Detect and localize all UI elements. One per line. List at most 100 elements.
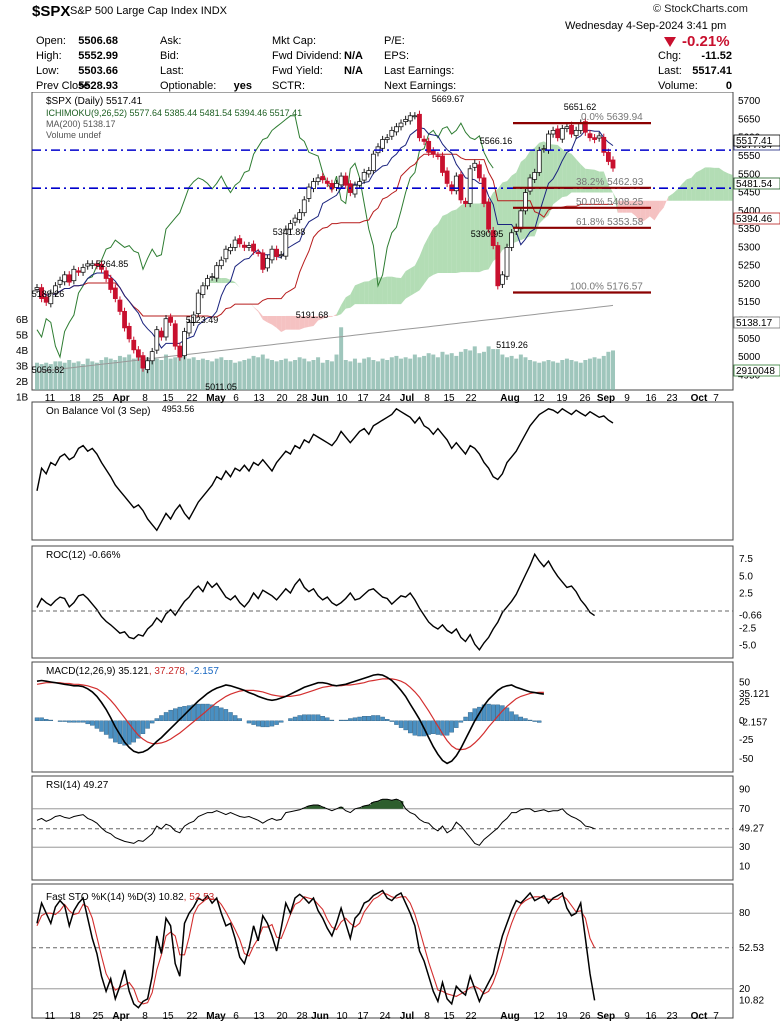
- candle-body: [112, 287, 118, 299]
- ma200-line: [36, 304, 614, 373]
- quote-label: Chg:: [658, 50, 682, 62]
- candle-body: [53, 285, 58, 294]
- price-annotation: 5011.05: [205, 382, 237, 392]
- quote-label: Last Earnings:: [384, 65, 455, 77]
- ichimoku-cloud: [414, 256, 420, 294]
- candle-body: [94, 263, 100, 267]
- volume-bar: [270, 360, 275, 390]
- volume-bar: [39, 364, 44, 390]
- candle-body: [495, 245, 501, 287]
- ichimoku-cloud: [645, 200, 650, 220]
- x-axis-tick-label: 23: [666, 1011, 678, 1021]
- macd-histogram-bar: [126, 720, 132, 745]
- price-annotation: 5341.88: [273, 227, 306, 237]
- volume-bar: [518, 354, 523, 390]
- x-axis-tick-label: 25: [92, 393, 104, 404]
- panel-frame: [31, 661, 734, 773]
- candle-body: [398, 122, 404, 128]
- volume-bar: [555, 362, 560, 390]
- candle-body: [237, 238, 243, 245]
- macd-histogram-bar: [408, 720, 413, 734]
- y-axis-tick-label: 70: [739, 804, 751, 815]
- macd-histogram-bar: [315, 714, 321, 722]
- volume-bar: [99, 360, 104, 390]
- candle-body: [458, 174, 464, 201]
- x-axis-tick-label: May: [206, 1011, 226, 1021]
- ichimoku-cloud: [728, 173, 733, 201]
- macd-histogram-bar: [352, 717, 358, 722]
- candle-body: [541, 148, 547, 151]
- macd-histogram-bar: [375, 715, 381, 722]
- ichimoku-cloud: [548, 144, 554, 216]
- y-axis-tick-label: 50: [739, 678, 751, 689]
- volume-bar: [219, 357, 224, 390]
- x-axis-tick-label: 23: [666, 393, 678, 404]
- price-annotation: 4953.56: [162, 404, 195, 414]
- candle-body: [251, 243, 256, 252]
- ichimoku-cloud: [640, 200, 646, 223]
- x-axis-tick-label: 7: [713, 393, 719, 404]
- macd-histogram-bar: [398, 720, 404, 728]
- volume-bar: [546, 360, 551, 390]
- volume-bar: [306, 361, 311, 390]
- ichimoku-cloud: [451, 209, 457, 273]
- y-axis-tick-label: 30: [739, 842, 751, 853]
- x-axis-tick-label: 17: [357, 1011, 369, 1021]
- volume-bar: [150, 355, 155, 390]
- brand-label: © StockCharts.com: [653, 3, 748, 15]
- volume-bar: [449, 353, 454, 390]
- x-axis-tick-label: 25: [92, 1011, 104, 1021]
- candle-body: [417, 113, 422, 139]
- volume-bar: [583, 360, 588, 390]
- x-axis-tick-label: Sep: [597, 1011, 615, 1021]
- candle-body: [195, 292, 201, 314]
- x-axis-tick-label: 24: [379, 1011, 391, 1021]
- quote-label: SCTR:: [272, 80, 305, 92]
- x-axis-tick-label: 20: [276, 1011, 288, 1021]
- volume-bar: [514, 358, 519, 390]
- macd-histogram-bar: [431, 720, 436, 734]
- macd-histogram-bar: [509, 711, 514, 722]
- candle-body: [426, 140, 432, 153]
- macd-histogram-bar: [514, 714, 519, 722]
- quote-label: Last:: [658, 65, 682, 77]
- ichimoku-cloud: [419, 245, 425, 291]
- ichimoku-cloud: [562, 149, 567, 198]
- volume-bar: [35, 362, 39, 390]
- macd-histogram-bar: [380, 716, 385, 722]
- volume-bar: [486, 346, 491, 390]
- candle-body: [357, 181, 362, 186]
- candle-body: [149, 351, 155, 362]
- ichimoku-cloud: [253, 306, 259, 312]
- macd-histogram-bar: [274, 720, 279, 725]
- macd-histogram-bar: [108, 720, 113, 739]
- candle-body: [440, 155, 445, 173]
- candle-body: [80, 267, 86, 273]
- volume-bar: [145, 357, 150, 390]
- candle-body: [200, 285, 206, 295]
- quote-value: 5552.99: [78, 50, 118, 62]
- volume-bar: [541, 361, 546, 390]
- macd-histogram-bar: [320, 716, 325, 722]
- volume-bar: [76, 361, 81, 390]
- macd-histogram-bar: [444, 720, 450, 736]
- ichimoku-cloud: [460, 202, 466, 273]
- candle-body: [168, 316, 174, 323]
- y-axis-tick-label: 20: [739, 984, 751, 995]
- candle-body: [232, 239, 238, 248]
- quote-value: 5503.66: [78, 65, 118, 77]
- volume-bar: [81, 364, 86, 390]
- quote-value: N/A: [344, 50, 363, 62]
- ichimoku-cloud: [299, 315, 305, 330]
- volume-bar: [200, 358, 205, 390]
- volume-bar: [205, 360, 210, 390]
- volume-bar: [389, 357, 394, 390]
- volume-bar: [458, 351, 463, 390]
- macd-histogram-bar: [412, 720, 418, 736]
- value-box: [733, 212, 780, 225]
- candle-body: [159, 330, 164, 338]
- volume-bar: [445, 354, 450, 390]
- price-annotation: 5390.95: [471, 229, 504, 239]
- macd-histogram-bar: [76, 720, 81, 723]
- y-axis-tick-label: 7.5: [739, 554, 753, 565]
